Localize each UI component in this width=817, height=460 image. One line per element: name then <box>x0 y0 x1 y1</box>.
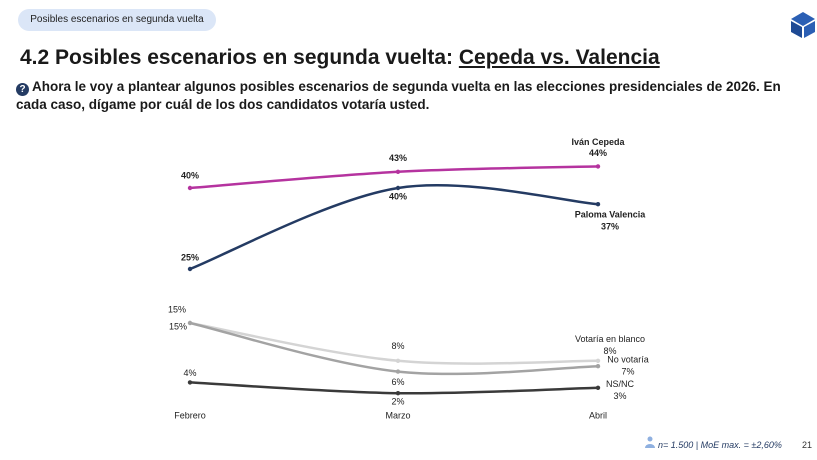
slide-title: 4.2 Posibles escenarios en segunda vuelt… <box>20 46 660 70</box>
point-marker <box>187 266 193 272</box>
value-label: 40% <box>389 191 407 201</box>
point-marker <box>187 380 193 385</box>
point-marker <box>595 358 601 363</box>
section-tag: Posibles escenarios en segunda vuelta <box>18 9 216 31</box>
series-name: Votaría en blanco <box>575 334 645 344</box>
point-marker <box>395 169 401 174</box>
title-text: 4.2 Posibles escenarios en segunda vuelt… <box>20 46 459 69</box>
series-name: Paloma Valencia <box>575 210 647 220</box>
point-marker <box>595 164 601 169</box>
x-tick-label: Febrero <box>174 410 206 420</box>
person-icon <box>645 436 655 448</box>
value-label: 15% <box>168 304 186 314</box>
value-label: 8% <box>603 346 616 356</box>
point-marker <box>395 369 401 374</box>
point-marker <box>595 364 601 369</box>
value-label: 44% <box>589 148 607 158</box>
value-label: 37% <box>601 222 619 232</box>
value-label: 3% <box>613 391 626 401</box>
value-label: 6% <box>391 377 404 387</box>
page-number: 21 <box>802 440 813 450</box>
series-line <box>189 165 599 190</box>
footnote: n= 1.500 | MoE max. = ±2,60% <box>658 440 782 450</box>
question-icon: ? <box>16 83 29 96</box>
logo <box>791 12 815 38</box>
value-label: 43% <box>389 153 407 163</box>
point-marker <box>187 320 193 326</box>
value-label: 7% <box>621 367 634 377</box>
value-label: 25% <box>181 252 199 262</box>
point-marker <box>395 185 401 191</box>
x-tick-label: Marzo <box>385 410 410 420</box>
series-name: Iván Cepeda <box>571 137 625 147</box>
value-label: 40% <box>181 170 199 180</box>
series-name: No votaría <box>607 355 649 365</box>
question-text: Ahora le voy a plantear algunos posibles… <box>16 79 781 112</box>
series-name: NS/NC <box>606 379 635 389</box>
point-marker <box>187 185 193 191</box>
point-marker <box>595 385 601 390</box>
point-marker <box>595 202 601 207</box>
value-label: 4% <box>183 368 196 378</box>
value-label: 15% <box>169 321 187 331</box>
value-label: 8% <box>391 341 404 351</box>
x-tick-label: Abril <box>589 410 607 420</box>
point-marker <box>395 391 401 396</box>
point-marker <box>395 358 401 363</box>
question: ? Ahora le voy a plantear algunos posible… <box>16 78 786 113</box>
value-label: 2% <box>391 397 404 407</box>
title-underlined: Cepeda vs. Valencia <box>458 46 660 69</box>
